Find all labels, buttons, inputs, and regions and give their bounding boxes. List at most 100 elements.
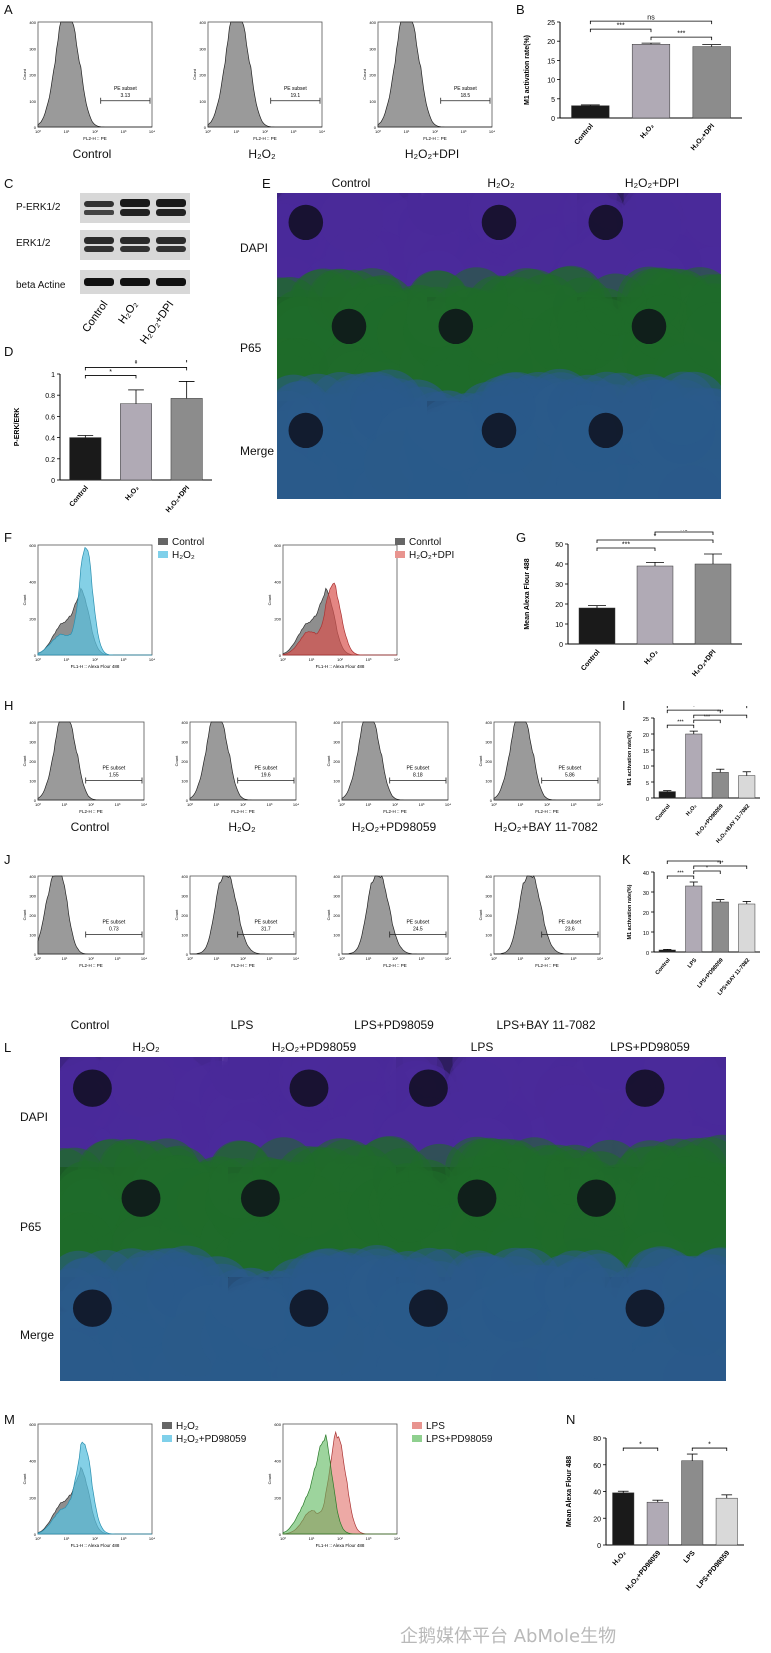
x-tick-label: 10¹ [366,802,372,807]
legend-text: H₂O₂ [176,1421,199,1432]
gate-value: 5.86 [565,773,575,779]
x-tick-label: Control [655,803,672,822]
y-tick-label: 0 [34,798,37,803]
y-tick-label: 0 [279,653,282,658]
y-tick-label: 0.8 [45,393,55,400]
significance-label: *** [717,861,724,867]
cell-nucleus [398,1097,461,1159]
x-tick-label: LPS+PD98059 [697,957,725,989]
y-tick-label: 30 [643,891,649,897]
dark-void [408,1289,448,1327]
histogram-curve [37,21,152,128]
condition-label: LPS [230,1018,254,1032]
bar [658,791,676,799]
gate-value: 8.18 [413,773,423,779]
significance-bracket [589,28,652,33]
histogram-svg: 0 100 200 300 400 10⁰ 10¹ 10² 10³ 10⁴ Count FL2-H :… [478,720,603,814]
gate-value: 31.7 [261,927,271,933]
y-tick-label: 100 [181,933,188,938]
histogram-curve [342,875,448,955]
y-tick-label: 0 [34,125,37,130]
x-tick-label: 10¹ [64,1536,70,1541]
histogram-curve [377,21,492,128]
x-axis-title: FL1-H :: Alexa Flour 488 [316,664,365,669]
x-axis-title: FL2-H :: PE [83,136,107,141]
y-tick-label: 300 [181,894,188,899]
micrograph-column-title: H₂O₂+PD98059 [271,1040,357,1054]
x-axis-title: FL2-H :: PE [535,963,559,968]
panel-label-m: M [4,1412,15,1427]
panel-label-f: F [4,530,12,545]
x-tick-label: 10⁴ [141,956,147,961]
y-tick-label: 400 [181,874,188,879]
bar-chart-g: 0 10 20 30 40 50 Mean Alexa Flour 488 Control H₂… [520,526,750,700]
y-axis-title: P-ERK/ERK [14,408,21,447]
y-axis-title: Mean Alexa Flour 488 [566,1456,573,1527]
significance-bracket [666,860,721,864]
x-tick-label: 10¹ [64,657,70,662]
significance-label: *** [677,31,685,38]
panel-label-i: I [622,698,626,713]
histogram-a-control: 0 100 200 300 400 10⁰ 10¹ 10² 10³ 10⁴ Count FL2-H :… [20,12,160,152]
bar [738,903,756,953]
legend-m-right: LPS LPS+PD98059 [412,1420,492,1446]
y-tick-label: 400 [199,20,206,25]
x-tick-label: 10⁴ [319,129,325,134]
histogram-j-lps: 0 100 200 300 400 10⁰ 10¹ 10² 10³ 10⁴ Count FL2-H :… [172,866,304,979]
x-tick-label: 10⁰ [339,956,345,961]
bar [711,772,729,799]
histogram-a-h2o2-dpi: 0 100 200 300 400 10⁰ 10¹ 10² 10³ 10⁴ Count FL2-H :… [360,12,500,152]
x-tick-label: 10⁰ [187,956,193,961]
legend-swatch-blue [158,551,168,558]
y-tick-label: 400 [485,720,492,725]
dark-void [588,412,624,449]
y-tick-label: 100 [29,933,36,938]
x-axis-title: FL2-H :: PE [383,963,407,968]
y-tick-label: 0.2 [45,457,55,464]
wb-lane-label: H₂O₂ [116,299,140,326]
y-tick-label: 0 [490,798,493,803]
gate-label: PE subset [102,920,125,926]
y-tick-label: 0 [338,798,341,803]
histogram-curve [494,875,600,955]
dark-void [588,204,624,241]
legend-item: LPS+PD98059 [412,1433,492,1446]
bar [685,733,703,799]
histogram-curve [282,582,397,656]
bar [715,1497,738,1546]
x-tick-label: 10¹ [518,802,524,807]
micrograph-row-label: Merge [240,444,275,458]
x-tick-label: 10⁰ [35,802,41,807]
condition-label: LPS+BAY 11-7082 [496,1018,596,1032]
dark-void [72,1289,112,1327]
dark-void [481,204,517,241]
cell-nucleus [617,193,682,258]
legend-text: H₂O₂+PD98059 [176,1434,247,1445]
x-tick-label: 10⁴ [445,802,451,807]
histogram-svg: 0 100 200 300 400 10⁰ 10¹ 10² 10³ 10⁴ Count FL2-H :… [174,720,299,814]
y-tick-label: 400 [29,720,36,725]
legend-swatch-red [412,1422,422,1429]
x-tick-label: LPS [687,957,699,969]
panel-label-d: D [4,344,14,359]
significance-bracket [589,20,713,25]
histogram-f-right: 0 200 400 600 10⁰ 10¹ 10² 10³ 10⁴ Count FL1-H :: A… [265,535,405,680]
legend-swatch-grey [162,1422,172,1429]
y-tick-label: 10 [547,78,555,85]
y-tick-label: 0 [374,125,377,130]
x-tick-label: 10³ [291,129,297,134]
y-tick-label: 20 [547,39,555,46]
histogram-h-control: 0 100 200 300 400 10⁰ 10¹ 10² 10³ 10⁴ Count FL2-H :… [20,712,152,825]
y-tick-label: 0 [490,952,493,957]
y-tick-label: 0 [34,653,37,658]
y-tick-label: 200 [29,913,36,918]
wb-blot-erk [80,230,190,260]
y-axis-title: Count [478,909,483,921]
x-tick-label: Control [580,649,601,673]
panel-label-e: E [262,176,271,191]
x-tick-label: 10³ [419,956,425,961]
x-tick-label: H₂O₂ [643,649,659,666]
y-tick-label: 0 [186,952,189,957]
